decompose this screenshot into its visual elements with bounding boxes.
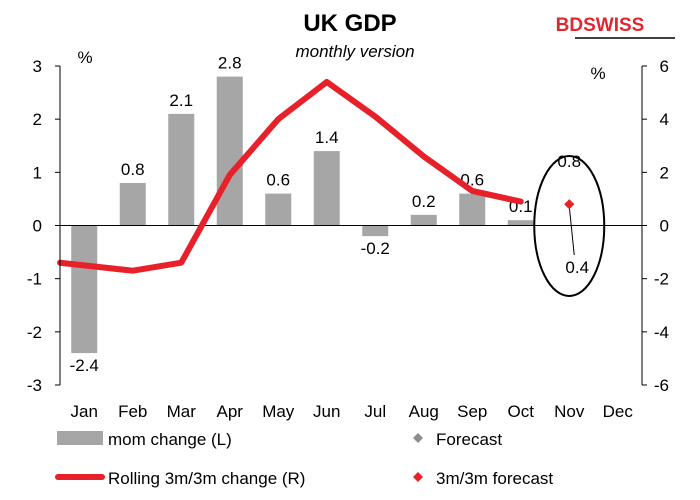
mom-bar	[216, 76, 243, 226]
right-tick-label: -6	[654, 376, 669, 395]
chart-title: UK GDP	[303, 10, 396, 37]
x-tick-label: Jan	[71, 402, 98, 421]
forecast-group: 0.8 0.4	[533, 152, 606, 297]
right-tick-label: 6	[660, 57, 669, 76]
mom-bar	[168, 113, 195, 226]
left-axis-ticks: 3 2 1 0 -1 -2 -3	[27, 57, 60, 395]
x-tick-label: May	[262, 402, 295, 421]
mom-bar	[507, 220, 534, 226]
x-tick-label: Jun	[313, 402, 340, 421]
left-tick-label: -3	[27, 376, 42, 395]
left-tick-label: 0	[33, 217, 42, 236]
x-tick-label: Dec	[603, 402, 634, 421]
left-axis-unit: %	[77, 48, 92, 67]
x-tick-label: Feb	[118, 402, 147, 421]
forecast-label: 0.4	[565, 258, 589, 277]
mom-bar	[119, 182, 146, 226]
bar-data-label: -2.4	[70, 356, 99, 375]
svg-text:BDSWISS: BDSWISS	[556, 15, 645, 36]
x-tick-label: Nov	[554, 402, 585, 421]
forecast-leader-line	[568, 206, 575, 256]
x-tick-label: Sep	[457, 402, 487, 421]
bar-data-label: 2.1	[169, 91, 193, 110]
forecast-highlight-ellipse	[533, 155, 606, 297]
legend-3m3m-forecast-swatch	[413, 472, 423, 482]
rolling-3m3m-line	[57, 78, 524, 274]
line-series-group	[57, 78, 524, 274]
bar-series	[71, 76, 534, 354]
brand-name: SWISS	[583, 15, 644, 36]
legend-label: Forecast	[436, 430, 502, 449]
left-tick-label: 1	[33, 163, 42, 182]
legend-bar-swatch	[57, 431, 103, 445]
right-axis-unit: %	[590, 64, 605, 83]
right-tick-label: 0	[660, 217, 669, 236]
legend-label: 3m/3m forecast	[436, 469, 553, 488]
mom-bar	[265, 193, 292, 226]
brand-logo: BDSWISS	[556, 15, 675, 39]
legend-forecast-swatch	[413, 433, 423, 443]
bar-data-label: -0.2	[361, 239, 390, 258]
right-axis-ticks: 6 4 2 0 -2 -4 -6	[642, 57, 669, 395]
legend-label: Rolling 3m/3m change (R)	[108, 469, 305, 488]
forecast-3m3m-marker	[564, 199, 575, 210]
legend-label: mom change (L)	[108, 430, 232, 449]
mom-bar	[313, 151, 340, 226]
left-tick-label: 3	[33, 57, 42, 76]
mom-bar	[410, 214, 437, 226]
left-tick-label: 2	[33, 110, 42, 129]
right-tick-label: 2	[660, 163, 669, 182]
left-tick-label: -2	[27, 323, 42, 342]
right-tick-label: -4	[654, 323, 669, 342]
legend: mom change (L) Forecast Rolling 3m/3m chan…	[55, 430, 553, 488]
bar-data-label: 2.8	[218, 54, 242, 73]
mom-bar	[362, 225, 389, 237]
x-tick-label: Mar	[167, 402, 197, 421]
bar-data-label: 0.2	[412, 192, 436, 211]
bar-data-label: 0.8	[121, 160, 145, 179]
mom-bar	[71, 225, 98, 354]
forecast-3m3m-label: 0.8	[557, 152, 581, 171]
x-tick-label: Aug	[409, 402, 439, 421]
x-tick-label: Oct	[508, 402, 535, 421]
x-tick-label: Apr	[217, 402, 244, 421]
right-tick-label: 4	[660, 110, 669, 129]
x-axis-ticks: Jan Feb Mar Apr May Jun Jul Aug Sep Oct Nov Dec	[71, 402, 634, 421]
x-tick-label: Jul	[364, 402, 386, 421]
axes-group	[59, 66, 643, 385]
left-tick-label: -1	[27, 270, 42, 289]
chart-subtitle: monthly version	[295, 42, 414, 61]
mom-bar	[459, 193, 486, 226]
right-tick-label: -2	[654, 270, 669, 289]
bar-data-label: 0.6	[266, 171, 290, 190]
brand-prefix: BD	[556, 15, 583, 36]
bar-data-label: 1.4	[315, 128, 339, 147]
